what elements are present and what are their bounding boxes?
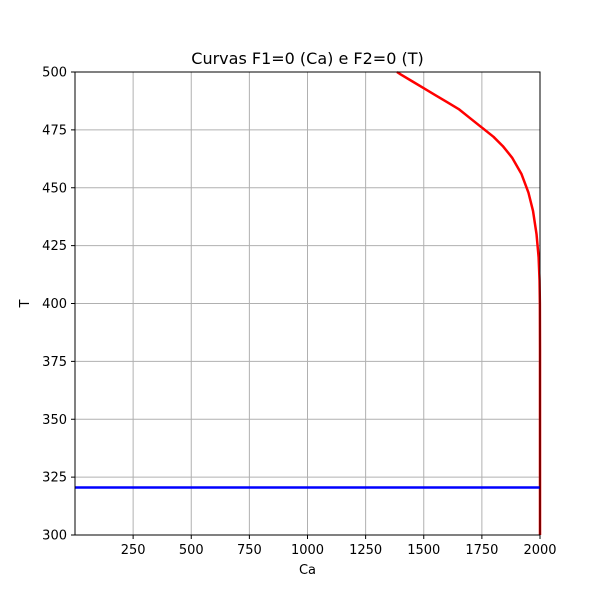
x-tick-label: 500: [179, 543, 204, 558]
series-group: [75, 70, 542, 535]
series-line-0: [396, 70, 542, 535]
y-tick-label: 450: [42, 181, 67, 196]
x-tick-label: 1000: [291, 543, 324, 558]
y-tick-label: 350: [42, 413, 67, 428]
y-tick-label: 325: [42, 471, 67, 486]
x-axis-ticks: 250 500 750 1000 1250 1500 1750 2000: [121, 535, 557, 558]
y-tick-label: 300: [42, 529, 67, 544]
x-tick-label: 2000: [523, 543, 556, 558]
y-tick-label: 475: [42, 123, 67, 138]
chart-title: Curvas F1=0 (Ca) e F2=0 (T): [191, 49, 423, 68]
x-tick-label: 1500: [407, 543, 440, 558]
x-tick-label: 250: [121, 543, 146, 558]
y-tick-label: 425: [42, 239, 67, 254]
y-axis-label: T: [18, 299, 33, 308]
y-tick-label: 375: [42, 355, 67, 370]
x-tick-label: 1750: [465, 543, 498, 558]
x-tick-label: 750: [237, 543, 262, 558]
y-tick-label: 400: [42, 297, 67, 312]
y-axis-ticks: 300 325 350 375 400 425 450 475 500: [42, 66, 75, 544]
x-tick-label: 1250: [349, 543, 382, 558]
y-tick-label: 500: [42, 66, 67, 81]
x-axis-label: Ca: [299, 563, 316, 578]
